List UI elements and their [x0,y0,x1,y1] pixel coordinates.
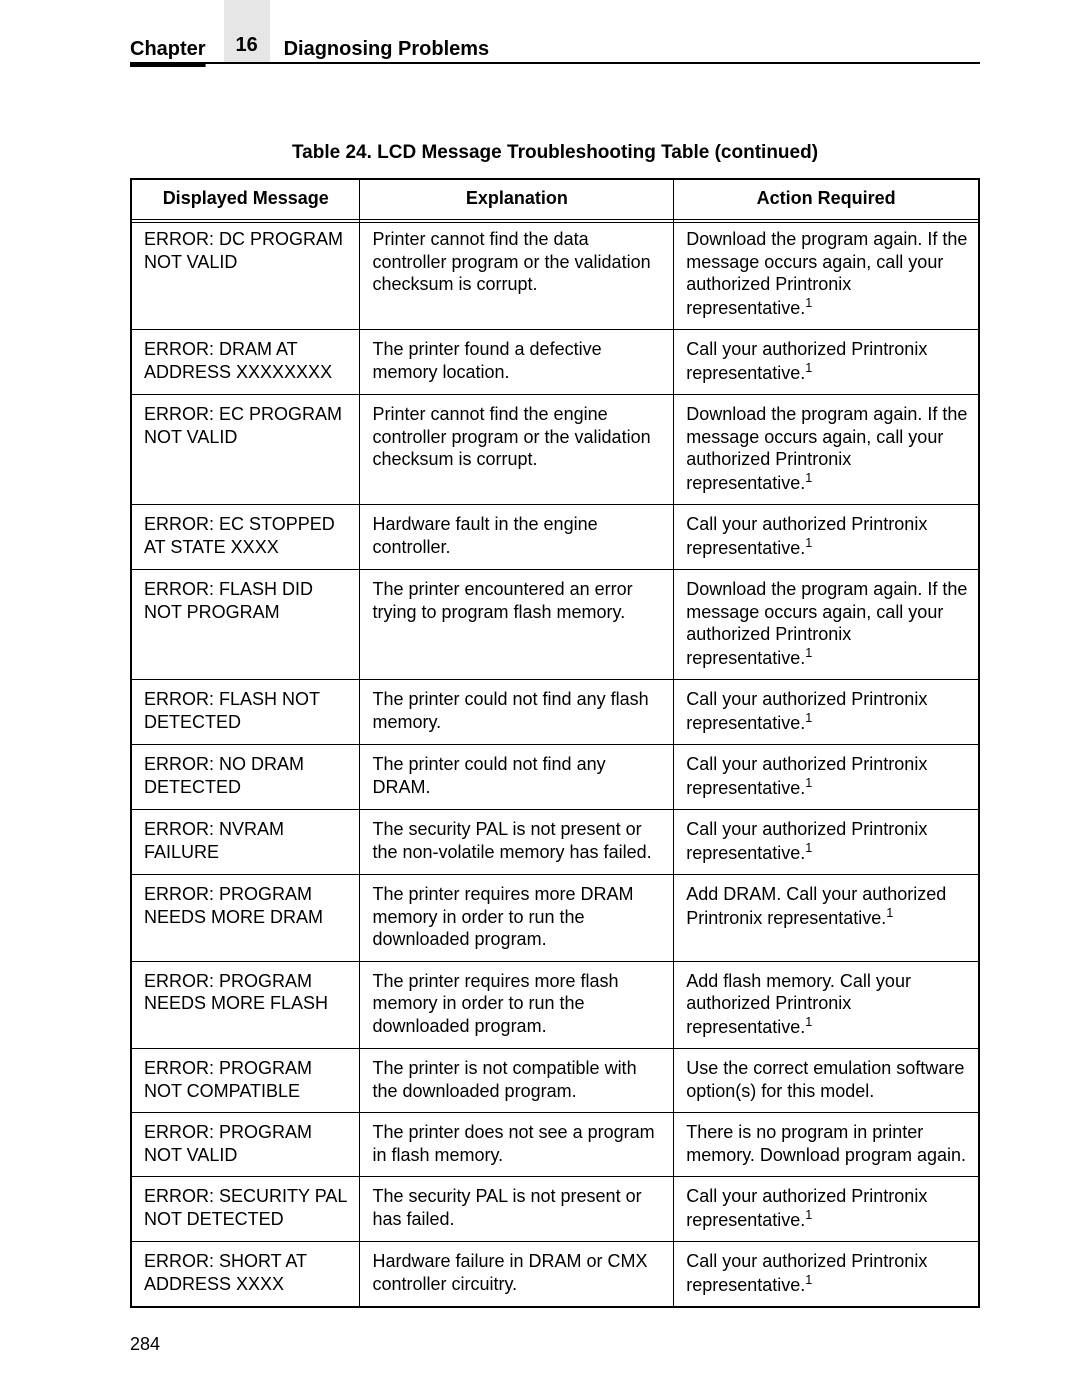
cell-action-required: Call your authorized Printronix represen… [674,1242,979,1308]
footnote-ref: 1 [805,296,812,310]
cell-action-required: Add DRAM. Call your authorized Printroni… [674,875,979,962]
footnote-ref: 1 [805,776,812,790]
cell-explanation: The printer does not see a program in fl… [360,1113,674,1177]
col-header-message: Displayed Message [131,179,360,220]
action-text: There is no program in printer memory. D… [686,1122,966,1165]
table-row: ERROR: PROGRAM NOT COMPATIBLEThe printer… [131,1049,979,1113]
table-row: ERROR: DRAM AT ADDRESS XXXXXXXXThe print… [131,330,979,395]
cell-explanation: The printer is not compatible with the d… [360,1049,674,1113]
table-row: ERROR: SECURITY PAL NOT DETECTEDThe secu… [131,1177,979,1242]
cell-action-required: Add flash memory. Call your authorized P… [674,961,979,1049]
table-row: ERROR: PROGRAM NEEDS MORE FLASHThe print… [131,961,979,1049]
cell-displayed-message: ERROR: PROGRAM NEEDS MORE DRAM [131,875,360,962]
chapter-title: Diagnosing Problems [270,38,490,61]
cell-explanation: The printer requires more flash memory i… [360,961,674,1049]
footnote-ref: 1 [805,646,812,660]
cell-displayed-message: ERROR: EC PROGRAM NOT VALID [131,395,360,505]
cell-explanation: The printer requires more DRAM memory in… [360,875,674,962]
footnote-ref: 1 [805,711,812,725]
table-row: ERROR: PROGRAM NOT VALIDThe printer does… [131,1113,979,1177]
table-row: ERROR: FLASH NOT DETECTEDThe printer cou… [131,680,979,745]
cell-displayed-message: ERROR: EC STOPPED AT STATE XXXX [131,505,360,570]
action-text: Download the program again. If the messa… [686,229,967,318]
cell-displayed-message: ERROR: NO DRAM DETECTED [131,745,360,810]
chapter-number: 16 [224,0,270,62]
table-caption: Table 24. LCD Message Troubleshooting Ta… [130,142,980,164]
cell-explanation: The printer found a defective memory loc… [360,330,674,395]
cell-action-required: Download the program again. If the messa… [674,570,979,680]
table-row: ERROR: NVRAM FAILUREThe security PAL is … [131,810,979,875]
footnote-ref: 1 [805,536,812,550]
cell-explanation: The security PAL is not present or the n… [360,810,674,875]
cell-action-required: There is no program in printer memory. D… [674,1113,979,1177]
table-row: ERROR: FLASH DID NOT PROGRAMThe printer … [131,570,979,680]
cell-action-required: Use the correct emulation software optio… [674,1049,979,1113]
cell-displayed-message: ERROR: SECURITY PAL NOT DETECTED [131,1177,360,1242]
cell-action-required: Download the program again. If the messa… [674,220,979,330]
cell-explanation: The security PAL is not present or has f… [360,1177,674,1242]
cell-displayed-message: ERROR: SHORT AT ADDRESS XXXX [131,1242,360,1308]
cell-displayed-message: ERROR: NVRAM FAILURE [131,810,360,875]
cell-displayed-message: ERROR: DC PROGRAM NOT VALID [131,220,360,330]
col-header-explanation: Explanation [360,179,674,220]
cell-explanation: The printer could not find any DRAM. [360,745,674,810]
cell-action-required: Call your authorized Printronix represen… [674,1177,979,1242]
cell-action-required: Call your authorized Printronix represen… [674,810,979,875]
cell-explanation: The printer could not find any flash mem… [360,680,674,745]
chapter-label: Chapter [130,38,224,61]
action-text: Download the program again. If the messa… [686,404,967,493]
footnote-ref: 1 [886,906,893,920]
footnote-ref: 1 [805,1273,812,1287]
table-row: ERROR: EC STOPPED AT STATE XXXXHardware … [131,505,979,570]
cell-action-required: Call your authorized Printronix represen… [674,745,979,810]
page-number: 284 [130,1334,160,1355]
cell-explanation: The printer encountered an error trying … [360,570,674,680]
table-row: ERROR: NO DRAM DETECTEDThe printer could… [131,745,979,810]
cell-displayed-message: ERROR: FLASH NOT DETECTED [131,680,360,745]
table-row: ERROR: PROGRAM NEEDS MORE DRAMThe printe… [131,875,979,962]
action-text: Use the correct emulation software optio… [686,1058,964,1101]
footnote-ref: 1 [805,1015,812,1029]
running-header: Chapter 16 Diagnosing Problems [130,38,980,64]
cell-action-required: Call your authorized Printronix represen… [674,505,979,570]
table-body: ERROR: DC PROGRAM NOT VALIDPrinter canno… [131,220,979,1308]
page: Chapter 16 Diagnosing Problems Table 24.… [0,0,1080,1397]
action-text: Add flash memory. Call your authorized P… [686,971,911,1037]
footnote-ref: 1 [805,361,812,375]
footnote-ref: 1 [805,1208,812,1222]
cell-displayed-message: ERROR: PROGRAM NEEDS MORE FLASH [131,961,360,1049]
cell-action-required: Call your authorized Printronix represen… [674,330,979,395]
action-text: Download the program again. If the messa… [686,579,967,668]
cell-action-required: Download the program again. If the messa… [674,395,979,505]
footnote-ref: 1 [805,471,812,485]
cell-displayed-message: ERROR: DRAM AT ADDRESS XXXXXXXX [131,330,360,395]
cell-explanation: Hardware failure in DRAM or CMX controll… [360,1242,674,1308]
footnote-ref: 1 [805,841,812,855]
table-header-row: Displayed Message Explanation Action Req… [131,179,979,220]
cell-displayed-message: ERROR: PROGRAM NOT COMPATIBLE [131,1049,360,1113]
troubleshooting-table: Displayed Message Explanation Action Req… [130,178,980,1308]
cell-action-required: Call your authorized Printronix represen… [674,680,979,745]
cell-explanation: Hardware fault in the engine controller. [360,505,674,570]
cell-explanation: Printer cannot find the engine controlle… [360,395,674,505]
cell-displayed-message: ERROR: PROGRAM NOT VALID [131,1113,360,1177]
action-text: Add DRAM. Call your authorized Printroni… [686,884,946,928]
table-row: ERROR: EC PROGRAM NOT VALIDPrinter canno… [131,395,979,505]
cell-displayed-message: ERROR: FLASH DID NOT PROGRAM [131,570,360,680]
table-row: ERROR: DC PROGRAM NOT VALIDPrinter canno… [131,220,979,330]
col-header-action: Action Required [674,179,979,220]
table-row: ERROR: SHORT AT ADDRESS XXXXHardware fai… [131,1242,979,1308]
cell-explanation: Printer cannot find the data controller … [360,220,674,330]
